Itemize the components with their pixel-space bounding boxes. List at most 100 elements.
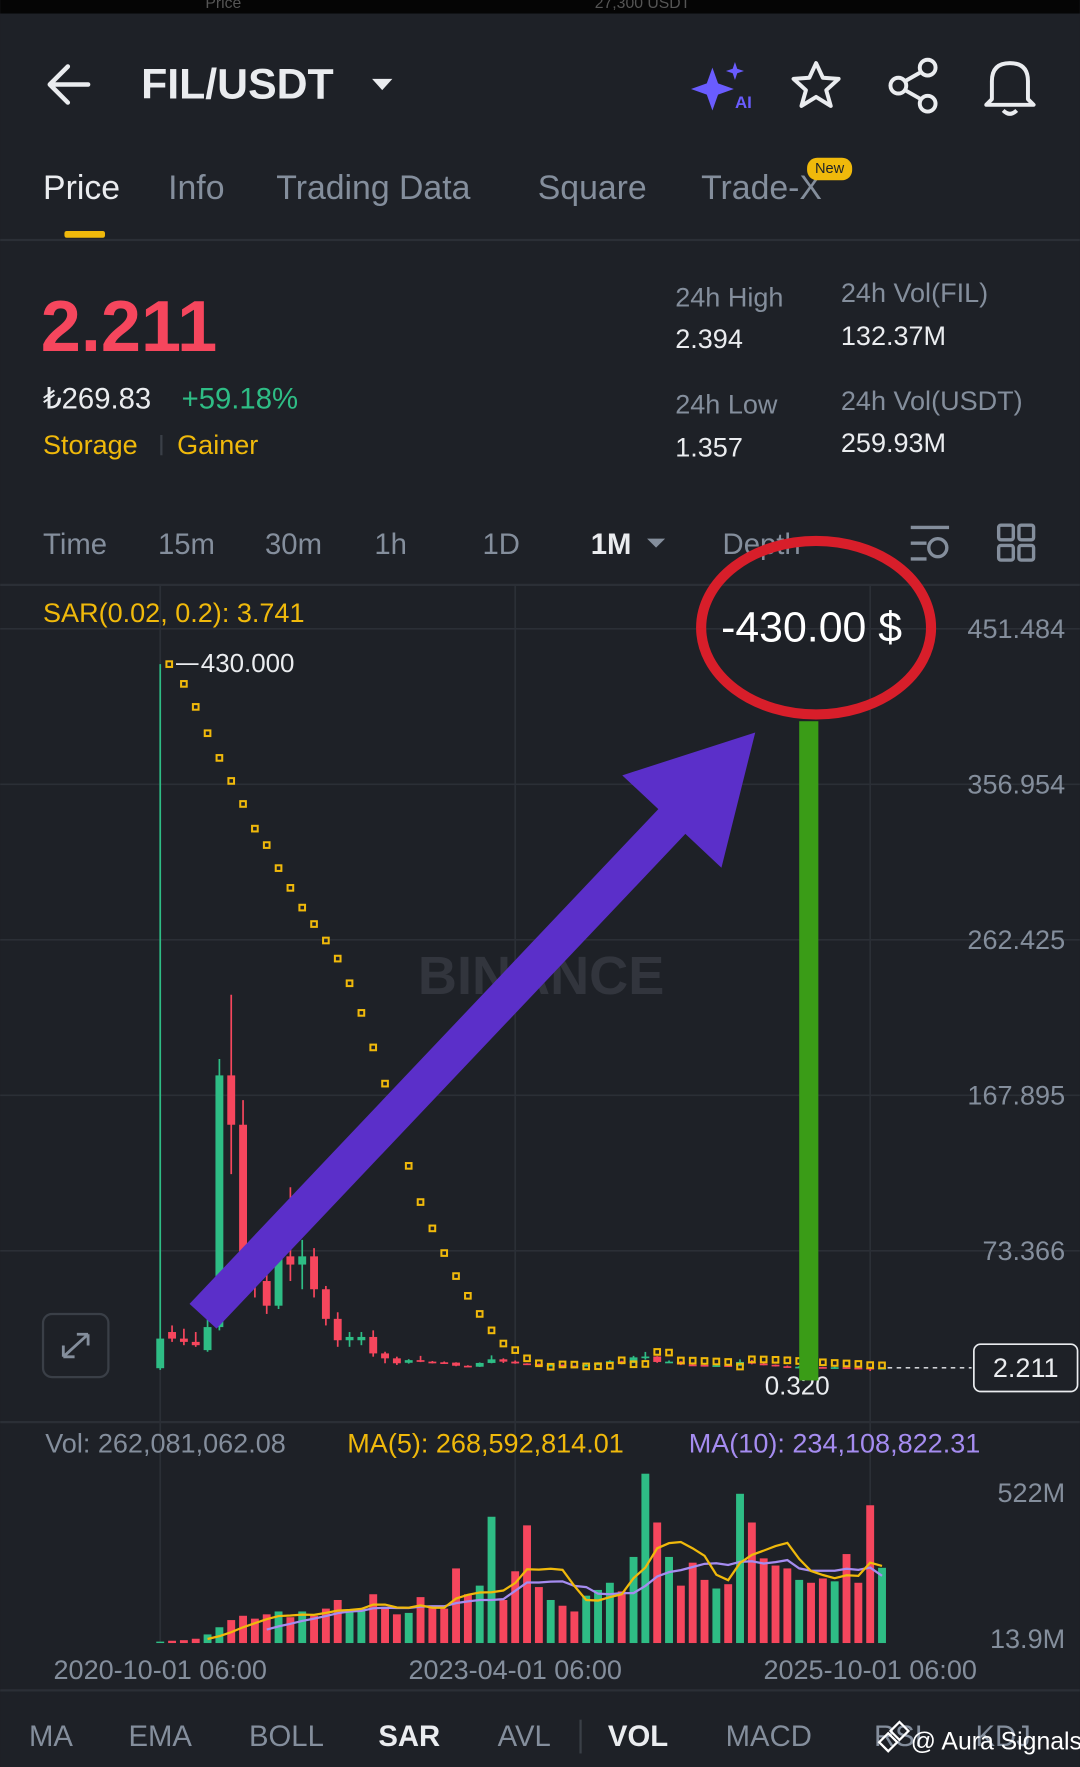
candle-body — [818, 1367, 827, 1369]
current-price-box — [973, 1343, 1079, 1393]
tab[interactable]: Trading Data — [276, 169, 470, 207]
indicator-tab[interactable]: BOLL — [249, 1720, 324, 1753]
sar-dot — [748, 1355, 756, 1364]
volume-bar — [440, 1608, 449, 1644]
tab[interactable]: Trade-X — [701, 169, 822, 207]
fullscreen-button[interactable] — [41, 1312, 110, 1379]
candle-body — [310, 1256, 318, 1290]
y-tick-label: 262.425 — [967, 925, 1065, 955]
candle-body — [227, 1075, 236, 1125]
status-right: 27,300 USDT — [595, 0, 691, 12]
volume-bar — [641, 1473, 650, 1644]
sar-dot — [558, 1360, 567, 1369]
volume-tick-label: 522M — [998, 1478, 1066, 1508]
candle-body — [487, 1359, 496, 1363]
share-button[interactable] — [888, 57, 938, 114]
volume-bar — [665, 1556, 673, 1644]
sar-dot — [310, 920, 318, 928]
candle-body — [357, 1336, 366, 1341]
volume-bar — [842, 1554, 851, 1644]
tab[interactable]: Square — [538, 169, 647, 207]
indicator-tab[interactable]: MACD — [726, 1720, 812, 1753]
sar-dot — [688, 1356, 697, 1365]
sar-dot — [499, 1339, 508, 1348]
interval[interactable]: Time — [43, 528, 107, 561]
sar-dot — [582, 1362, 591, 1371]
fullscreen-icon[interactable] — [61, 1332, 90, 1359]
last-price: 2.211 — [41, 287, 217, 367]
sar-dot — [333, 954, 342, 963]
sar-dot — [227, 777, 236, 785]
sar-dot — [475, 1310, 484, 1318]
alert-button[interactable] — [984, 61, 1036, 116]
indicator-tab[interactable]: AVL — [498, 1720, 551, 1753]
interval[interactable]: 1h — [374, 528, 407, 561]
candle-body — [830, 1367, 839, 1369]
status-bar — [0, 0, 1080, 14]
volume-bar — [345, 1611, 354, 1644]
y-tick-label: 73.366 — [982, 1236, 1065, 1266]
candle-body — [499, 1359, 508, 1362]
volume-bar — [404, 1612, 413, 1644]
interval-caret[interactable] — [647, 538, 666, 548]
volume-bar — [499, 1599, 508, 1644]
overlay-arrow — [189, 732, 756, 1329]
candle-body — [665, 1361, 673, 1364]
sar-dot — [251, 824, 259, 833]
pair-caret[interactable] — [372, 78, 393, 91]
interval[interactable]: 1D — [483, 528, 520, 561]
high-label: 430.000 — [201, 650, 295, 678]
back-button[interactable] — [47, 64, 91, 105]
volume-bar — [156, 1641, 165, 1644]
candle-body — [381, 1353, 389, 1359]
tag[interactable]: Gainer — [177, 430, 258, 460]
y-tick-label: 167.895 — [967, 1080, 1065, 1110]
tag[interactable]: Storage — [43, 430, 138, 460]
candle-body — [274, 1256, 283, 1306]
volume-bar — [878, 1567, 886, 1644]
interval[interactable]: 30m — [265, 528, 322, 561]
candle-body — [783, 1366, 792, 1368]
volume-bar — [381, 1608, 389, 1644]
volume-bar — [357, 1608, 366, 1644]
watermark-icon — [877, 1720, 911, 1753]
indicator-tab[interactable]: SAR — [378, 1720, 440, 1753]
pair-title[interactable]: FIL/USDT — [141, 61, 334, 109]
ai-button[interactable]: AI — [691, 61, 752, 112]
stat-value: 132.37M — [841, 321, 946, 351]
stat-label: 24h High — [675, 283, 783, 313]
interval[interactable]: 1M — [591, 528, 632, 561]
volume-bar — [653, 1522, 662, 1644]
sar-dot — [629, 1360, 638, 1369]
sar-dot — [606, 1361, 614, 1370]
overlay-annotation: -430.00 $ — [721, 604, 902, 652]
tab[interactable]: Info — [168, 169, 224, 207]
candle-body — [700, 1364, 709, 1367]
volume-bar — [298, 1611, 307, 1644]
tab[interactable]: Price — [43, 169, 120, 207]
sar-dot — [381, 1079, 389, 1088]
volume-bar — [783, 1568, 792, 1644]
credit-watermark: @ Aura Signals — [911, 1729, 1080, 1756]
sar-dot — [535, 1359, 543, 1368]
indicator-tab[interactable]: KDJ — [975, 1720, 1030, 1753]
candle-body — [321, 1289, 330, 1319]
favorite-button[interactable] — [791, 61, 841, 108]
chart-settings-button[interactable] — [910, 525, 950, 561]
sar-dot — [452, 1272, 460, 1280]
volume-bar — [866, 1505, 875, 1644]
sar-dot — [724, 1358, 733, 1366]
indicator-tab[interactable]: EMA — [129, 1720, 193, 1753]
interval[interactable]: 15m — [158, 528, 215, 561]
volume-bar — [428, 1605, 437, 1644]
volume-bar — [724, 1584, 733, 1644]
indicator-tab[interactable]: RSI — [874, 1720, 923, 1753]
indicator-tab[interactable]: MA — [29, 1720, 73, 1753]
volume-bar — [463, 1594, 472, 1644]
indicator-tab[interactable]: VOL — [608, 1720, 668, 1753]
stat-value: 1.357 — [675, 432, 743, 462]
volume-bar — [617, 1591, 626, 1644]
status-left: Price — [205, 0, 241, 12]
layout-button[interactable] — [996, 523, 1036, 562]
